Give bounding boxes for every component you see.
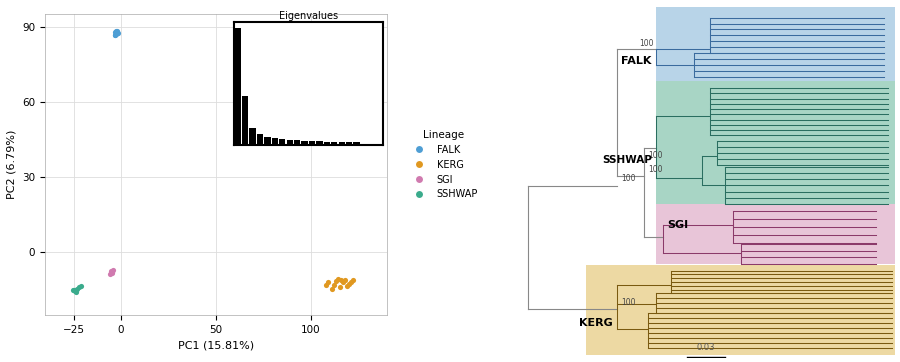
Point [109, 30, 123, 36]
Point [332, 285, 347, 290]
Point [109, 31, 123, 37]
Point [108, 29, 122, 35]
Legend: FALK, KERG, SGI, SSHWAP: FALK, KERG, SGI, SSHWAP [406, 126, 482, 203]
Point [340, 283, 355, 289]
Point [111, 30, 125, 35]
Point [70, 286, 85, 291]
Text: 100: 100 [648, 165, 662, 174]
Bar [338, 143, 345, 145]
Point [66, 287, 80, 293]
Bar [368, 144, 374, 145]
Bar [375, 144, 382, 145]
Bar [235, 28, 241, 145]
Title: Eigenvalues: Eigenvalues [279, 11, 338, 21]
Point [103, 271, 117, 277]
Bar [346, 143, 352, 145]
Text: 0.03: 0.03 [697, 343, 716, 352]
Point [327, 282, 341, 288]
Text: SGI: SGI [667, 220, 688, 230]
Point [328, 278, 343, 284]
Y-axis label: PC2 (6.79%): PC2 (6.79%) [6, 130, 16, 199]
X-axis label: PC1 (15.81%): PC1 (15.81%) [178, 340, 254, 350]
Point [104, 269, 119, 275]
Bar [655, 7, 896, 81]
Text: 100: 100 [621, 174, 635, 183]
Bar [361, 144, 367, 145]
Text: 100: 100 [621, 298, 635, 307]
Bar [586, 265, 896, 355]
Point [110, 28, 124, 34]
Bar [279, 139, 285, 145]
Point [104, 268, 118, 274]
Bar [324, 143, 330, 145]
Point [336, 279, 350, 285]
Bar [249, 129, 256, 145]
Bar [655, 81, 896, 204]
Point [325, 286, 339, 291]
Bar [272, 138, 278, 145]
Point [321, 279, 336, 285]
Bar [331, 143, 338, 145]
Point [68, 288, 83, 294]
Point [110, 30, 124, 36]
Point [67, 287, 81, 293]
Bar [302, 141, 308, 145]
Point [109, 28, 123, 34]
Text: 100: 100 [648, 151, 662, 160]
Bar [354, 143, 360, 145]
Point [330, 276, 345, 282]
Point [338, 277, 353, 283]
Point [109, 29, 123, 35]
Text: 100: 100 [639, 39, 653, 48]
Bar [256, 134, 263, 145]
Point [334, 277, 348, 283]
Bar [286, 140, 292, 145]
Point [109, 31, 123, 37]
Point [342, 281, 356, 287]
Bar [242, 96, 248, 145]
Bar [316, 141, 322, 145]
Point [108, 31, 122, 37]
Point [108, 31, 122, 37]
Bar [655, 204, 896, 264]
Text: SSHWAP: SSHWAP [602, 155, 652, 165]
Point [344, 279, 358, 285]
Bar [294, 140, 301, 145]
Point [106, 267, 121, 273]
Bar [265, 136, 271, 145]
Point [74, 283, 88, 289]
Point [110, 29, 124, 34]
Point [69, 290, 84, 295]
Point [346, 278, 360, 283]
Point [105, 270, 120, 276]
Text: KERG: KERG [580, 318, 613, 328]
Text: FALK: FALK [621, 56, 652, 66]
Point [319, 282, 333, 288]
Point [72, 285, 86, 290]
Bar [309, 141, 315, 145]
